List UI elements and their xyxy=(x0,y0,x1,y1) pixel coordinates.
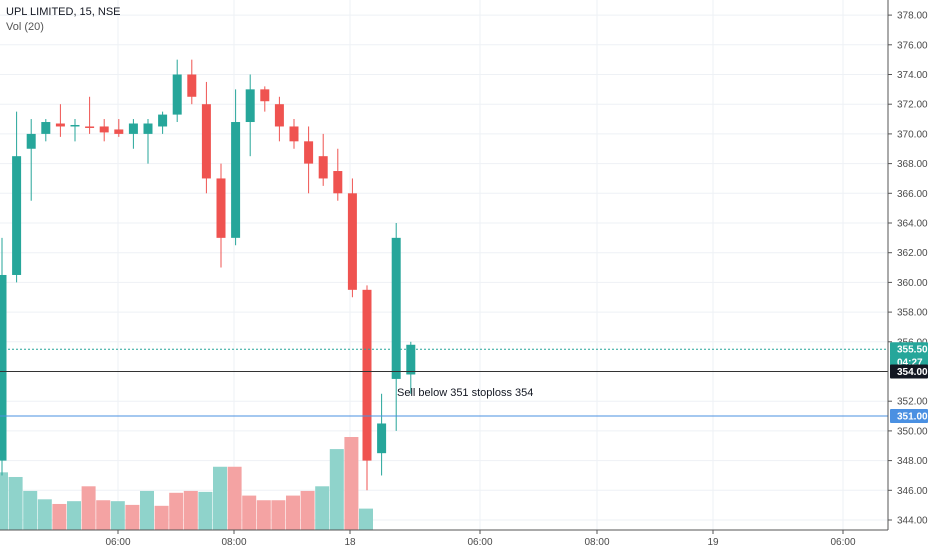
candle-body xyxy=(187,74,197,97)
candle-body xyxy=(245,89,255,123)
y-tick-label: 352.00 xyxy=(897,397,928,408)
trade-annotation: Sell below 351 stoploss 354 xyxy=(397,387,534,399)
candle-body xyxy=(12,156,22,275)
current-price-tag: 355.50 xyxy=(897,345,928,356)
y-tick-label: 350.00 xyxy=(897,426,928,437)
candle-body xyxy=(70,124,80,127)
volume-bar xyxy=(23,490,38,530)
candle-body xyxy=(347,193,357,290)
volume-bar xyxy=(329,449,344,530)
candle-body xyxy=(158,114,168,127)
volume-bar xyxy=(315,486,330,530)
entry-tag: 351.00 xyxy=(897,412,928,423)
volume-bar xyxy=(110,501,125,530)
y-tick-label: 366.00 xyxy=(897,189,928,200)
entry-tag-bg xyxy=(890,409,928,424)
y-tick-label: 364.00 xyxy=(897,219,928,230)
volume-bar xyxy=(0,472,8,530)
candle-body xyxy=(85,126,95,128)
candle-body xyxy=(391,237,401,379)
volume-bar xyxy=(213,466,227,530)
candle-body xyxy=(362,289,372,461)
volume-bar xyxy=(96,500,111,530)
volume-indicator-label: Vol (20) xyxy=(6,21,44,33)
volume-bar xyxy=(271,500,286,530)
y-tick-label: 360.00 xyxy=(897,278,928,289)
candle-body xyxy=(128,123,138,134)
volume-bar xyxy=(198,491,213,530)
symbol-title: UPL LIMITED, 15, NSE xyxy=(6,6,121,18)
x-tick-label: 06:00 xyxy=(830,537,855,548)
volume-bar xyxy=(286,495,300,530)
stoploss-tag-bg xyxy=(890,364,928,379)
candle-body xyxy=(114,129,124,134)
candle-body xyxy=(143,123,153,134)
candle-body xyxy=(377,423,387,454)
candle-body xyxy=(99,126,109,133)
grid xyxy=(0,0,888,530)
candle-body xyxy=(55,123,65,127)
y-tick-label: 378.00 xyxy=(897,11,928,22)
x-tick-label: 18 xyxy=(344,537,356,548)
candle-body xyxy=(318,156,328,179)
y-tick-label: 368.00 xyxy=(897,159,928,170)
candle-body xyxy=(216,178,226,238)
countdown-tag: 04:27 xyxy=(897,358,923,369)
candle-body xyxy=(0,274,7,461)
volume-bar xyxy=(154,505,169,530)
chart-legend: UPL LIMITED, 15, NSE Vol (20) xyxy=(6,5,121,35)
volume-bar xyxy=(140,490,154,530)
candle-body xyxy=(231,122,241,238)
volume-bar xyxy=(169,492,184,530)
y-tick-label: 346.00 xyxy=(897,486,928,497)
x-tick-label: 19 xyxy=(707,537,719,548)
volume-bar xyxy=(300,490,315,530)
x-tick-label: 08:00 xyxy=(221,537,246,548)
x-tick-label: 06:00 xyxy=(467,537,492,548)
y-tick-label: 376.00 xyxy=(897,40,928,51)
candle-body xyxy=(304,141,314,164)
candle-body xyxy=(406,344,416,375)
price-levels xyxy=(0,348,888,417)
y-tick-label: 344.00 xyxy=(897,516,928,527)
volume-bar xyxy=(37,499,52,530)
volume-bar xyxy=(8,476,23,530)
x-tick-label: 08:00 xyxy=(584,537,609,548)
x-tick-label: 06:00 xyxy=(105,537,130,548)
volume-bar xyxy=(227,466,242,530)
candle-body xyxy=(172,74,182,115)
volume-bar xyxy=(344,437,359,530)
stoploss-tag: 354.00 xyxy=(897,367,928,378)
y-tick-label: 372.00 xyxy=(897,100,928,111)
candle-body xyxy=(274,104,284,127)
volume-bar xyxy=(256,500,271,530)
candle-body xyxy=(26,133,36,149)
candle-body xyxy=(289,126,299,142)
volume-bar xyxy=(242,495,257,530)
volume-bar xyxy=(67,501,81,530)
y-tick-label: 348.00 xyxy=(897,456,928,467)
axis-corner xyxy=(889,531,932,550)
candle-body xyxy=(260,89,270,102)
y-tick-label: 374.00 xyxy=(897,70,928,81)
volume-bars xyxy=(0,437,373,530)
volume-bar xyxy=(183,490,198,530)
candle-body xyxy=(201,104,211,179)
volume-bar xyxy=(359,508,373,530)
volume-bar xyxy=(125,504,140,530)
current-price-tag-bg xyxy=(890,342,928,357)
y-tick-label: 370.00 xyxy=(897,129,928,140)
candle-body xyxy=(41,122,51,134)
candles xyxy=(0,59,416,491)
y-tick-label: 362.00 xyxy=(897,248,928,259)
y-tick-label: 358.00 xyxy=(897,308,928,319)
volume-bar xyxy=(52,503,67,530)
candle-body xyxy=(333,171,343,194)
volume-bar xyxy=(81,486,96,530)
